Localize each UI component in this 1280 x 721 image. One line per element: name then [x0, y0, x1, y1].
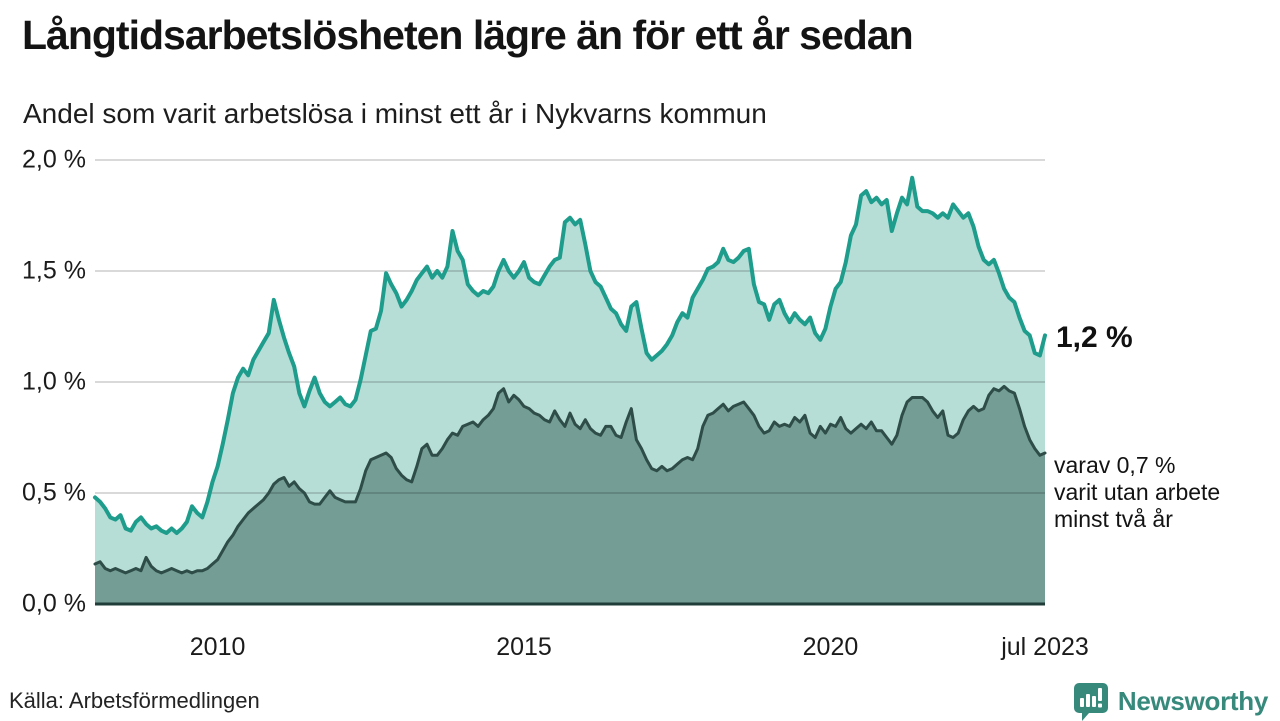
latest-value-label: 1,2 % — [1056, 321, 1133, 354]
source-credit: Källa: Arbetsförmedlingen — [9, 688, 260, 713]
exclamation-icon-dot — [1097, 703, 1102, 708]
exclamation-icon-stem — [1097, 688, 1102, 701]
subset-annotation: varav 0,7 % varit utan arbete minst två … — [1054, 452, 1220, 533]
page-title: Långtidsarbetslösheten lägre än för ett … — [22, 12, 914, 58]
newsworthy-bubble-icon — [1073, 683, 1108, 721]
bar-icon-1 — [1079, 698, 1084, 707]
x-tick-label: 2020 — [802, 633, 859, 661]
y-tick-label: 0,0 % — [22, 589, 86, 618]
x-tick-label: 2010 — [189, 633, 246, 661]
gridlines — [95, 159, 1045, 494]
series-line-total — [93, 175, 1047, 535]
bar-icon-3 — [1091, 696, 1096, 707]
x-tick-label: jul 2023 — [1001, 633, 1089, 661]
y-tick-label: 1,0 % — [22, 367, 86, 396]
area-fill-two-years — [95, 386, 1045, 604]
series-line-two-years — [93, 384, 1047, 575]
x-tick-label: 2015 — [496, 633, 552, 661]
subset-annotation-line2: varit utan arbete — [1054, 479, 1221, 505]
y-tick-label: 2,0 % — [22, 145, 86, 174]
y-tick-label: 0,5 % — [22, 478, 86, 507]
brand-wordmark: Newsworthy — [1117, 685, 1268, 716]
newsworthy-logo: Newsworthy — [1072, 681, 1268, 721]
bar-icon-2 — [1085, 694, 1090, 707]
subset-annotation-line3: minst två år — [1054, 506, 1173, 532]
page-subtitle: Andel som varit arbetslösa i minst ett å… — [23, 98, 767, 129]
y-tick-label: 1,5 % — [22, 256, 86, 285]
subset-annotation-line1: varav 0,7 % — [1054, 452, 1176, 478]
